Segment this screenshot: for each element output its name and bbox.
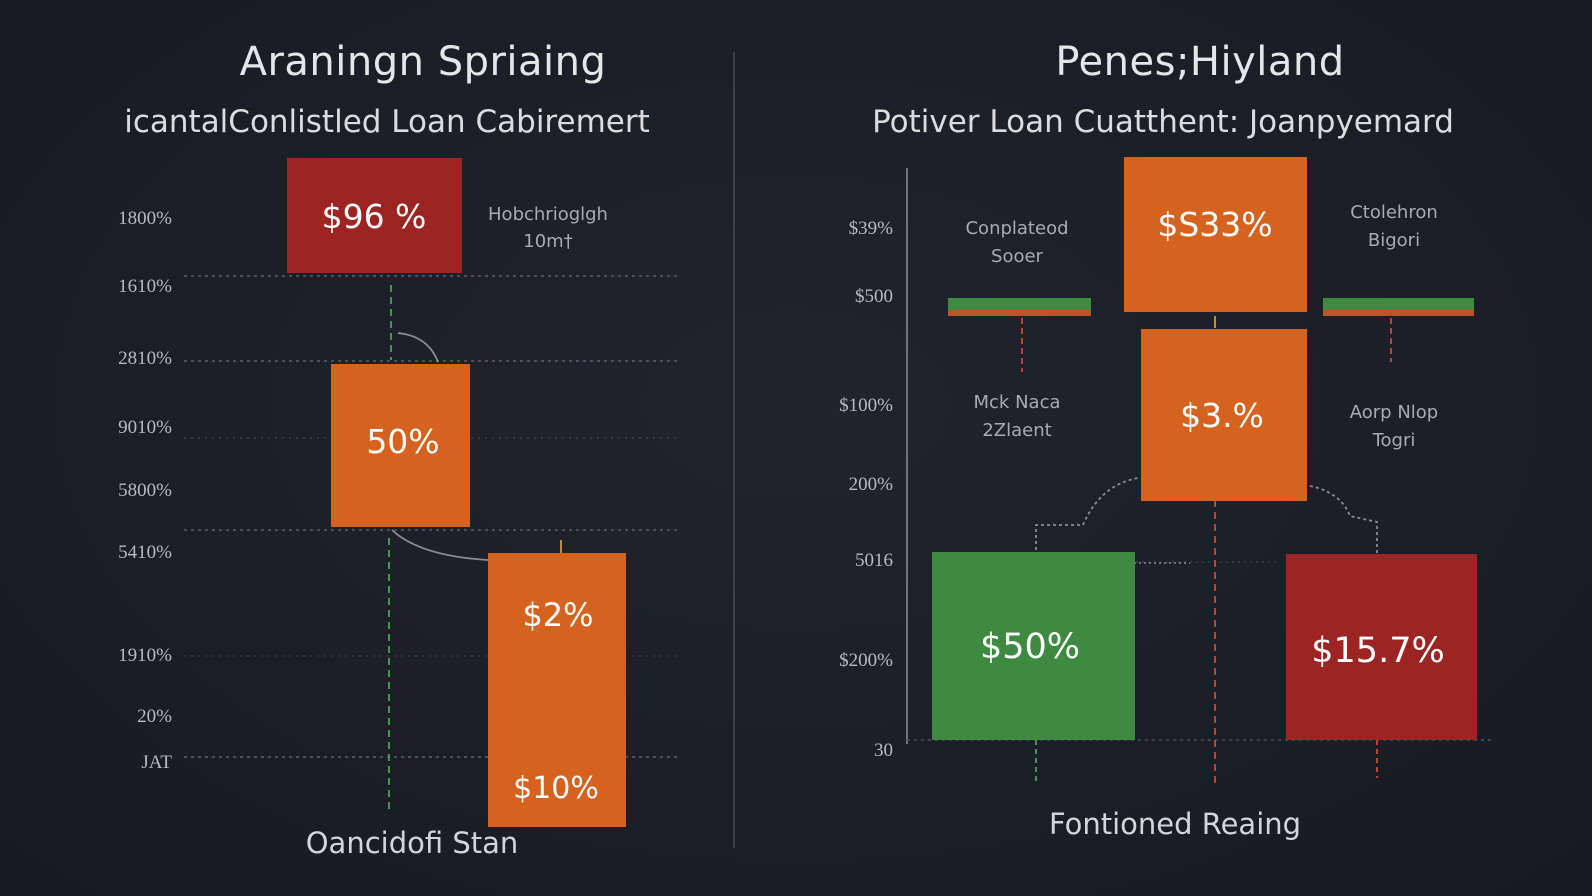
chart-left-annotation: 10m† — [523, 231, 572, 252]
chart-right-ytick-label: $39% — [849, 218, 894, 239]
chart-left-title: Araningn Spriaing — [240, 39, 607, 85]
chart-right-bar-0 — [948, 298, 1091, 310]
chart-left-connector-2 — [391, 529, 489, 561]
chart-left-bar-label: $96 % — [322, 197, 427, 236]
chart-right-annotation: Bigori — [1368, 230, 1420, 251]
chart-left-ytick-label: JAT — [141, 752, 172, 773]
chart-left-bar-0 — [287, 158, 462, 273]
chart-left-ytick-label: 9010% — [118, 417, 172, 438]
chart-right-ytick-label: $200% — [839, 650, 893, 671]
chart-left-annotation: Hobchrioglgh — [488, 204, 608, 225]
chart-right-ytick-label: $100% — [839, 395, 893, 416]
chart-left-connector-1 — [397, 332, 439, 363]
chart-left-bar-2 — [488, 553, 626, 827]
chart-right-xlabel: Fontioned Reaing — [1049, 807, 1301, 841]
chart-left-ytick-label: 5410% — [118, 542, 172, 563]
chart-left-ytick-label: 20% — [137, 706, 172, 727]
chart-left-bar-1 — [331, 364, 470, 527]
chart-left-bar-label: $10% — [513, 771, 599, 806]
chart-right-bar-label: $15.7% — [1311, 631, 1444, 671]
chart-right-title: Penes;Hiyland — [1055, 39, 1344, 85]
chart-left-ytick-label: 1610% — [118, 276, 172, 297]
chart-left: Araningn Spriaing icantalConlistled Loan … — [118, 39, 680, 860]
chart-right-bar-label: $S33% — [1157, 205, 1272, 244]
chart-right-connector-2 — [1303, 484, 1378, 553]
chart-right-annotation: Sooer — [991, 246, 1044, 267]
chart-right-bar-0-base — [948, 310, 1091, 316]
chart-right-bar-3 — [1141, 329, 1307, 501]
chart-right-bar-2 — [1323, 298, 1474, 310]
chart-right-ytick-label: 200% — [849, 474, 894, 495]
chart-right-annotation: Togri — [1372, 430, 1416, 451]
chart-right-ytick-label: 30 — [874, 740, 893, 761]
chart-left-bar-label: $2% — [522, 596, 593, 634]
chart-right-bar-5 — [1286, 554, 1477, 740]
chart-right-annotation: Mck Naca — [974, 392, 1061, 413]
chart-right-bar-4 — [932, 552, 1135, 740]
chart-left-subtitle: icantalConlistled Loan Cabiremert — [124, 104, 650, 140]
chart-right: Penes;Hiyland Potiver Loan Cuatthent: Joa… — [839, 39, 1494, 841]
chart-right-annotation: Conplateod — [965, 218, 1068, 239]
chart-right-connector-1 — [1035, 477, 1139, 550]
chart-right-subtitle: Potiver Loan Cuatthent: Joanpyemard — [872, 104, 1454, 140]
chart-left-ytick-label: 5800% — [118, 480, 172, 501]
chart-left-ytick-label: 1910% — [118, 645, 172, 666]
chart-left-bar-label: 50% — [366, 422, 439, 461]
chart-left-ytick-label: 1800% — [118, 208, 172, 229]
chart-right-annotation: 2Zlaent — [982, 420, 1051, 441]
chart-left-ytick-label: 2810% — [118, 348, 172, 369]
chart-right-annotation: Aorp Nlop — [1350, 402, 1438, 423]
chart-right-bar-label: $3.% — [1180, 396, 1264, 435]
chart-left-xlabel: Oancidofi Stan — [306, 826, 519, 860]
chart-right-ytick-label: $500 — [855, 286, 893, 307]
chart-right-ytick-label: 5016 — [855, 550, 893, 571]
chart-right-bar-2-base — [1323, 310, 1474, 316]
chart-right-bar-label: $50% — [980, 627, 1080, 667]
chart-right-bar-1 — [1124, 157, 1307, 312]
chart-right-annotation: Ctolehron — [1350, 202, 1438, 223]
